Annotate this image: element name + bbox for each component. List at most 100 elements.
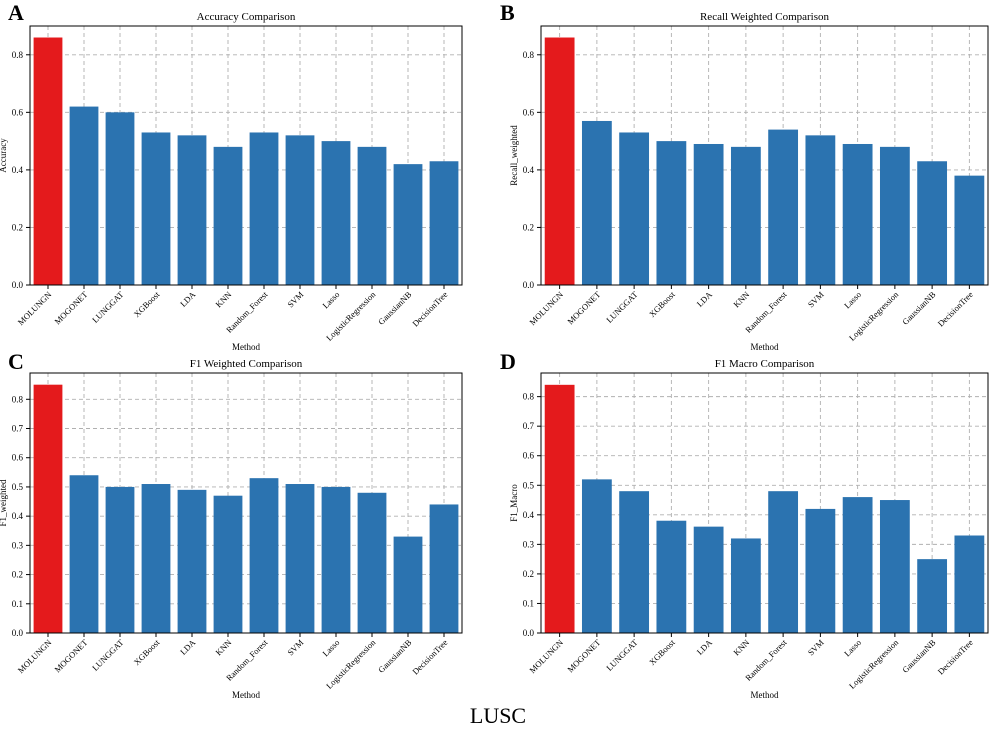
bar-molungn bbox=[544, 37, 575, 286]
x-axis-label: Method bbox=[751, 690, 779, 700]
x-axis-label: Method bbox=[751, 342, 779, 352]
bar-lasso bbox=[842, 497, 873, 633]
bar-lunggat bbox=[619, 132, 650, 285]
x-tick-label: DecisionTree bbox=[936, 637, 975, 676]
bar-logisticregression bbox=[879, 500, 910, 633]
x-tick-label: Lasso bbox=[842, 289, 863, 310]
x-tick-label: MOLUNGN bbox=[527, 637, 565, 675]
x-tick-label: Lasso bbox=[842, 637, 863, 658]
bar-lasso bbox=[842, 143, 873, 285]
y-tick-label: 0.0 bbox=[12, 280, 24, 290]
x-axis-label: Method bbox=[232, 342, 260, 352]
bar-xgboost bbox=[656, 141, 687, 285]
y-tick-label: 0.7 bbox=[12, 424, 24, 434]
x-tick-label: LDA bbox=[695, 637, 715, 657]
bar-gaussiannb bbox=[917, 559, 948, 633]
bar-mogonet bbox=[69, 475, 99, 633]
y-tick-label: 0.7 bbox=[523, 421, 535, 431]
y-axis-label: Accuracy bbox=[0, 138, 8, 173]
x-tick-label: MOLUNGN bbox=[527, 289, 565, 327]
y-tick-label: 0.5 bbox=[12, 482, 24, 492]
bar-lasso bbox=[321, 486, 351, 633]
bar-knn bbox=[730, 146, 761, 285]
plot-frame bbox=[540, 372, 989, 634]
panel-letter-a: A bbox=[8, 0, 24, 25]
x-tick-label: KNN bbox=[213, 637, 233, 657]
x-tick-label: LUNGGAT bbox=[604, 637, 640, 673]
y-tick-label: 0.6 bbox=[523, 451, 535, 461]
y-tick-label: 0.0 bbox=[523, 280, 535, 290]
x-tick-label: LDA bbox=[178, 289, 198, 309]
bar-svm bbox=[285, 135, 315, 285]
x-axis-label: Method bbox=[232, 690, 260, 700]
bar-lda bbox=[693, 526, 724, 633]
x-tick-label: DecisionTree bbox=[936, 289, 975, 328]
y-tick-label: 0.4 bbox=[12, 165, 24, 175]
x-tick-label: MOLUNGN bbox=[16, 637, 54, 675]
y-tick-label: 0.2 bbox=[523, 222, 534, 232]
bar-molungn bbox=[33, 37, 63, 286]
panel-letter-c: C bbox=[8, 349, 24, 374]
x-tick-label: MOLUNGN bbox=[16, 289, 54, 327]
x-tick-label: XGBoost bbox=[647, 637, 677, 667]
bar-logisticregression bbox=[879, 146, 910, 285]
bar-molungn bbox=[33, 384, 63, 633]
x-tick-label: GaussianNB bbox=[376, 637, 414, 675]
bar-lasso bbox=[321, 141, 351, 285]
plot-frame bbox=[29, 25, 463, 286]
chart-f1-macro: F1 Macro Comparison 0.0 0.1 0.2 0.3 0.4 0.5 0.6… bbox=[509, 358, 989, 700]
x-tick-label: SVM bbox=[285, 637, 305, 657]
y-axis-label: Recall_weighted bbox=[509, 125, 519, 186]
x-tick-label: LDA bbox=[695, 289, 715, 309]
figure-caption: LUSC bbox=[469, 703, 527, 728]
x-tick-label: LDA bbox=[178, 637, 198, 657]
bar-xgboost bbox=[141, 132, 171, 285]
x-tick-label: SVM bbox=[806, 289, 826, 309]
bar-decisiontree bbox=[954, 175, 985, 285]
bar-xgboost bbox=[656, 520, 687, 633]
y-tick-label: 0.6 bbox=[523, 107, 535, 117]
x-tick-label: SVM bbox=[285, 289, 305, 309]
bar-lda bbox=[177, 489, 207, 633]
bar-lunggat bbox=[619, 491, 650, 633]
y-axis-label: F1_Macro bbox=[509, 484, 519, 522]
y-tick-label: 0.5 bbox=[523, 480, 535, 490]
panel-letter-b: B bbox=[500, 0, 515, 25]
plot-frame bbox=[29, 372, 463, 634]
x-tick-label: XGBoost bbox=[132, 289, 162, 319]
bar-random-forest bbox=[249, 132, 279, 285]
y-tick-label: 0.6 bbox=[12, 107, 24, 117]
bar-decisiontree bbox=[429, 504, 459, 633]
y-tick-label: 0.1 bbox=[12, 599, 23, 609]
bar-random-forest bbox=[768, 491, 799, 633]
x-tick-label: LUNGGAT bbox=[90, 637, 126, 673]
chart-recall-weighted: Recall Weighted Comparison 0.0 0.2 0.4 0.6 0.… bbox=[509, 11, 989, 352]
x-tick-label: LUNGGAT bbox=[604, 289, 640, 325]
chart-f1-weighted: F1 Weighted Comparison 0.0 0.1 0.2 0.3 0.4 0.5… bbox=[0, 358, 463, 700]
bar-svm bbox=[285, 484, 315, 633]
chart-title: Accuracy Comparison bbox=[197, 11, 296, 23]
bar-lda bbox=[693, 143, 724, 285]
y-axis-label: F1_weighted bbox=[0, 479, 8, 526]
bar-mogonet bbox=[581, 479, 612, 633]
x-tick-label: KNN bbox=[213, 289, 233, 309]
chart-accuracy: Accuracy Comparison 0.0 0.2 0.4 0.6 0.8 MOLUNG… bbox=[0, 11, 463, 352]
y-tick-label: 0.3 bbox=[12, 540, 24, 550]
x-tick-label: Lasso bbox=[320, 289, 341, 310]
y-tick-label: 0.0 bbox=[523, 628, 535, 638]
y-tick-label: 0.4 bbox=[12, 511, 24, 521]
x-tick-label: MOGONET bbox=[565, 637, 603, 675]
x-tick-label: KNN bbox=[731, 637, 751, 657]
bar-gaussiannb bbox=[393, 164, 423, 285]
x-tick-label: XGBoost bbox=[647, 289, 677, 319]
x-tick-label: GaussianNB bbox=[376, 289, 414, 327]
bar-logisticregression bbox=[357, 492, 387, 633]
x-tick-label: GaussianNB bbox=[900, 289, 938, 327]
bar-gaussiannb bbox=[393, 536, 423, 633]
bar-logisticregression bbox=[357, 146, 387, 285]
x-tick-label: MOGONET bbox=[52, 289, 90, 327]
bar-knn bbox=[213, 146, 243, 285]
bar-svm bbox=[805, 508, 836, 633]
panel-letter-d: D bbox=[500, 349, 516, 374]
